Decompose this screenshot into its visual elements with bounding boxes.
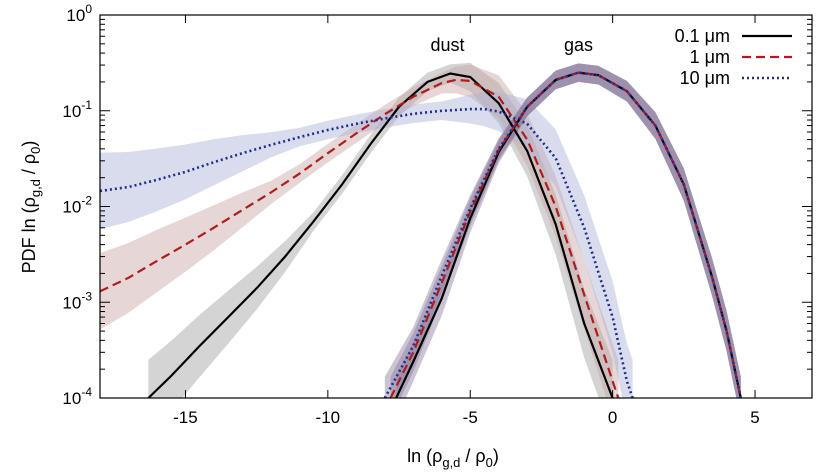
band-gas-5 [384,63,741,398]
band-gas-4 [390,63,741,398]
uncertainty-bands [100,62,741,398]
y-tick-label: 10-1 [62,98,92,121]
series-line-dust-1 [100,78,620,398]
series-line-gas-4 [389,71,742,398]
axis-ticks: -15 -10 -5 0 5 10-4 10-3 10-2 10-1 100 [62,2,812,427]
y-tick-label: 10-2 [62,194,92,217]
x-tick-label: 0 [608,408,617,427]
y-axis-label: PDF ln (ρg,d / ρ0) [19,141,43,274]
x-tick-label: -15 [173,408,198,427]
x-tick-label: 5 [750,408,759,427]
band-dust-2 [100,91,633,398]
y-tick-label: 100 [66,2,92,25]
series-line-dust-0 [147,72,614,398]
annotations: dust gas [430,35,593,55]
x-axis-label: ln (ρg,d / ρ0) [407,446,499,470]
x-tick-label: -5 [463,408,478,427]
legend-label: 10 μm [680,68,730,88]
band-dust-1 [100,64,619,398]
annotation-dust: dust [430,35,464,55]
x-tick-label: -10 [316,408,341,427]
annotation-gas: gas [564,35,593,55]
legend-label: 1 μm [690,47,730,67]
y-tick-label: 10-4 [62,385,92,408]
series-line-gas-5 [383,71,743,398]
series-lines [100,71,743,398]
legend-label: 0.1 μm [675,26,730,46]
y-tick-label: 10-3 [62,289,92,312]
